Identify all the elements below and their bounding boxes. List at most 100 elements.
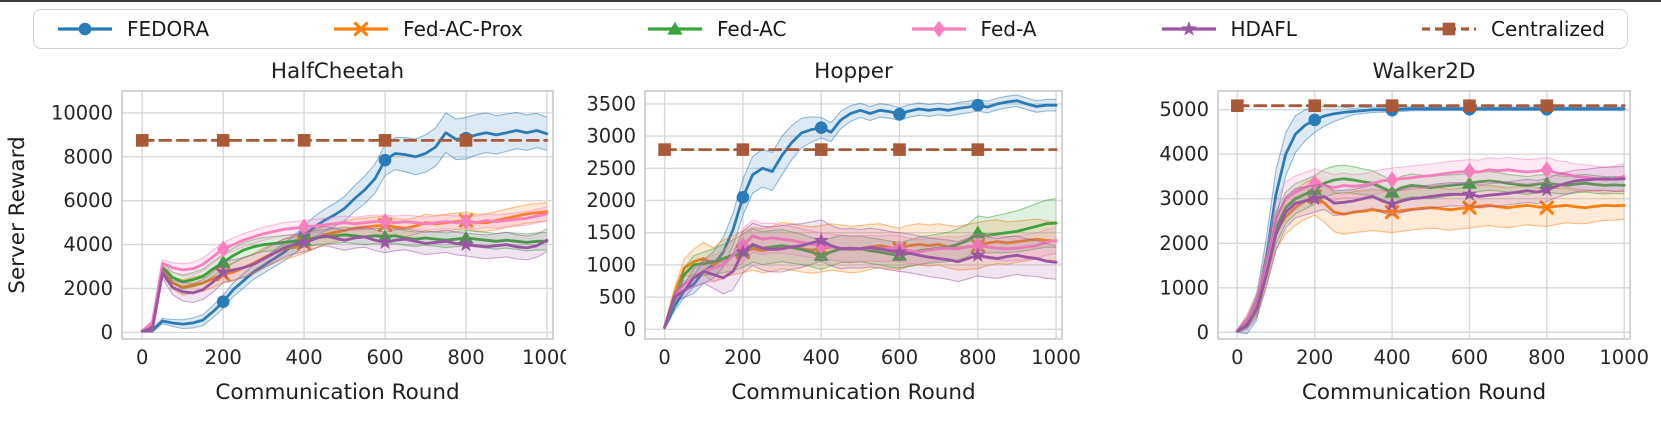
square-marker <box>736 143 750 156</box>
square-marker <box>1308 99 1322 112</box>
legend-swatch-fed-ac <box>647 21 702 35</box>
circle-marker <box>1308 113 1322 127</box>
y-tick-label: 1500 <box>586 221 636 244</box>
y-tick-label: 4000 <box>63 233 113 256</box>
star-marker <box>891 243 908 259</box>
band-fedora <box>664 94 1057 330</box>
triangle-marker <box>667 21 683 35</box>
square-marker <box>1540 99 1554 112</box>
diamond-marker <box>1463 162 1476 180</box>
x-tick-label: 800 <box>447 346 484 369</box>
circle-marker <box>893 107 906 121</box>
x-tick-label: 600 <box>881 346 918 369</box>
circle-marker <box>814 121 828 135</box>
chart-halfcheetah: HalfCheetah 0 2000 4000 6000 8000 10000 0 200 400… <box>5 59 566 405</box>
diamond-marker <box>1385 171 1399 189</box>
legend-item-fed-ac-prox: Fed-AC-Prox <box>332 17 523 41</box>
x-marker <box>1539 200 1555 215</box>
square-marker <box>814 143 828 156</box>
square-marker <box>893 143 906 156</box>
square-marker <box>971 143 985 156</box>
x-axis-label: Communication Round <box>215 380 459 405</box>
x-tick-label: 1000 <box>522 346 566 369</box>
x-tick-label: 0 <box>658 346 670 369</box>
x-tick-label: 600 <box>366 346 403 369</box>
plot-border <box>121 90 554 340</box>
line-hdafl <box>140 234 549 333</box>
charts-row: HalfCheetah 0 2000 4000 6000 8000 10000 0 200 400… <box>0 51 1661 417</box>
circle-marker <box>971 98 985 112</box>
plot-border <box>1217 90 1631 340</box>
line-hdafl <box>663 238 1058 329</box>
diamond-marker <box>815 237 828 254</box>
x-tick-label: 200 <box>205 346 242 369</box>
chart-title: Walker2D <box>1372 59 1475 84</box>
star-marker <box>458 236 474 252</box>
y-tick-label: 500 <box>599 286 636 309</box>
square-marker <box>459 134 473 147</box>
star-marker <box>1384 195 1400 211</box>
figure-legend: FEDORA Fed-AC-Prox Fed-AC Fed-A HDAFL Central… <box>33 9 1628 49</box>
star-marker <box>1461 186 1478 201</box>
star-marker <box>215 263 231 279</box>
legend-label: Centralized <box>1491 17 1605 41</box>
line-fedora <box>1235 107 1626 333</box>
legend-swatch-fed-ac-prox <box>334 21 389 37</box>
band-hdafl <box>142 226 547 333</box>
square-marker <box>1385 99 1399 112</box>
star-marker <box>1180 20 1197 36</box>
x-tick-label: 200 <box>724 346 761 369</box>
chart-title: HalfCheetah <box>271 59 404 84</box>
y-tick-label: 0 <box>624 318 636 341</box>
square-marker <box>1442 22 1456 36</box>
diamond-marker <box>932 20 945 38</box>
band-fed-a <box>1237 157 1625 333</box>
star-marker <box>735 243 751 259</box>
circle-marker <box>78 22 92 36</box>
y-tick-label: 5000 <box>1159 98 1209 121</box>
diamond-marker <box>459 213 473 230</box>
band-fed-a <box>142 206 547 332</box>
legend-item-fed-a: Fed-A <box>910 17 1037 41</box>
legend-label: Fed-AC-Prox <box>403 17 523 41</box>
x-tick-label: 800 <box>959 346 996 369</box>
legend-swatch-centralized <box>1422 22 1477 36</box>
diamond-marker <box>217 240 230 258</box>
legend-label: Fed-A <box>980 17 1037 41</box>
x-tick-label: 400 <box>803 346 840 369</box>
diamond-marker <box>298 218 311 236</box>
x-tick-label: 800 <box>1528 346 1565 369</box>
legend-swatch-fedora <box>58 22 112 36</box>
circle-marker <box>378 153 392 167</box>
square-marker <box>297 134 311 147</box>
y-tick-label: 3500 <box>586 92 636 115</box>
legend-swatch-hdafl <box>1161 20 1216 36</box>
line-hdafl <box>1235 177 1626 333</box>
y-tick-label: 2000 <box>63 277 113 300</box>
x-tick-label: 0 <box>1231 346 1243 369</box>
band-fed-ac <box>142 227 547 332</box>
square-marker <box>1463 99 1476 112</box>
band-fed-ac-prox <box>1237 177 1625 333</box>
series-layer <box>1231 99 1626 335</box>
x-tick-label: 600 <box>1451 346 1488 369</box>
chart-title: Hopper <box>814 59 893 84</box>
x-tick-label: 0 <box>136 346 148 369</box>
diamond-marker <box>378 213 392 230</box>
series-layer <box>658 94 1058 330</box>
x-tick-label: 1000 <box>1599 346 1649 369</box>
y-tick-label: 3000 <box>1159 187 1209 210</box>
legend-item-hdafl: HDAFL <box>1160 17 1297 41</box>
diamond-marker <box>971 237 984 254</box>
x-axis-label: Communication Round <box>731 380 975 405</box>
x-tick-label: 1000 <box>1031 346 1081 369</box>
y-tick-label: 8000 <box>63 145 113 168</box>
plot-border <box>644 90 1063 340</box>
x-marker <box>353 21 369 37</box>
square-marker <box>216 134 230 147</box>
star-marker <box>296 234 312 250</box>
star-marker <box>377 234 393 250</box>
line-fed-a <box>140 212 549 333</box>
line-fed-ac <box>140 233 549 333</box>
line-fedora <box>140 129 549 333</box>
